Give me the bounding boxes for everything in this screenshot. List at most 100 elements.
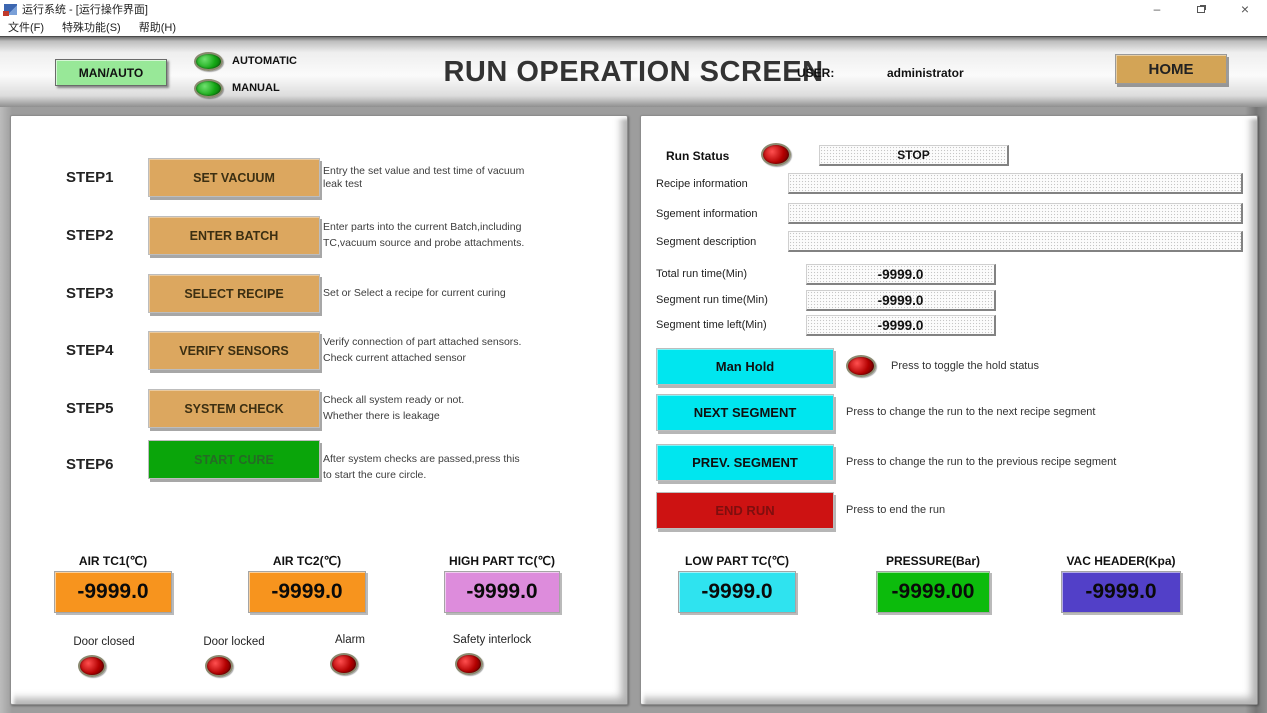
segment-description-field	[788, 231, 1243, 252]
step5-description: Check all system ready or not. Whether t…	[323, 394, 465, 422]
restore-button[interactable]	[1179, 0, 1223, 18]
vac-header-value: -9999.0	[1061, 571, 1181, 613]
end-run-description: Press to end the run	[846, 504, 946, 516]
segment-run-time-label: Segment run time(Min)	[656, 294, 768, 306]
high-part-tc-display: HIGH PART TC(℃) -9999.0	[444, 554, 560, 613]
verify-sensors-button[interactable]: VERIFY SENSORS	[148, 331, 320, 370]
step3-description: Set or Select a recipe for current curin…	[323, 287, 506, 300]
segment-time-left-value: -9999.0	[806, 315, 996, 336]
content-area: STEP1 SET VACUUM Entry the set value and…	[0, 107, 1267, 713]
minimize-button[interactable]: –	[1153, 2, 1161, 16]
recipe-information-label: Recipe information	[656, 178, 748, 190]
step-row-2: STEP2 ENTER BATCH Enter parts into the c…	[11, 216, 629, 255]
man-hold-row: Man Hold Press to toggle the hold status	[641, 348, 1259, 385]
run-status-label: Run Status	[666, 149, 730, 163]
segment-information-label: Sgement information	[656, 208, 758, 220]
automatic-label: AUTOMATIC	[232, 55, 297, 67]
step3-label: STEP3	[66, 285, 114, 302]
next-segment-row: NEXT SEGMENT Press to change the run to …	[641, 394, 1259, 431]
enter-batch-button[interactable]: ENTER BATCH	[148, 216, 320, 255]
recipe-information-field	[788, 173, 1243, 194]
alarm-led	[330, 653, 358, 675]
user-label: USER:	[797, 66, 835, 80]
air-tc2-value: -9999.0	[248, 571, 366, 613]
high-part-tc-label: HIGH PART TC(℃)	[449, 554, 555, 568]
step5-label: STEP5	[66, 400, 114, 417]
air-tc2-label: AIR TC2(℃)	[272, 554, 342, 568]
alarm-indicator: Alarm	[290, 634, 410, 680]
next-segment-description: Press to change the run to the next reci…	[846, 406, 1096, 418]
low-part-tc-value: -9999.0	[678, 571, 796, 613]
end-run-row: END RUN Press to end the run	[641, 492, 1259, 529]
run-panel: Run Status STOP Recipe information Sgeme…	[640, 115, 1258, 705]
menu-bar: 文件(F) 特殊功能(S) 帮助(H)	[0, 18, 1267, 36]
step-row-4: STEP4 VERIFY SENSORS Verify connection o…	[11, 331, 629, 370]
step2-description: Enter parts into the current Batch,inclu…	[323, 221, 525, 249]
page-title: RUN OPERATION SCREEN	[443, 56, 824, 88]
vac-header-label: VAC HEADER(Kpa)	[1066, 554, 1176, 568]
high-part-tc-value: -9999.0	[444, 571, 560, 613]
pressure-display: PRESSURE(Bar) -9999.00	[876, 554, 990, 613]
system-check-button[interactable]: SYSTEM CHECK	[148, 389, 320, 428]
step-row-5: STEP5 SYSTEM CHECK Check all system read…	[11, 389, 629, 428]
air-tc1-label: AIR TC1(℃)	[78, 554, 148, 568]
prev-segment-button[interactable]: PREV. SEGMENT	[656, 444, 834, 481]
alarm-label: Alarm	[334, 634, 366, 646]
segment-information-field	[788, 203, 1243, 224]
man-auto-button[interactable]: MAN/AUTO	[55, 59, 167, 86]
step1-description: Entry the set value and test time of vac…	[323, 164, 525, 190]
segment-run-time-value: -9999.0	[806, 290, 996, 311]
set-vacuum-button[interactable]: SET VACUUM	[148, 158, 320, 197]
manual-led	[194, 79, 223, 98]
low-part-tc-display: LOW PART TC(℃) -9999.0	[678, 554, 796, 613]
step4-description: Verify connection of part attached senso…	[323, 336, 522, 364]
total-run-time-value: -9999.0	[806, 264, 996, 285]
door-closed-indicator: Door closed	[44, 636, 164, 682]
manual-label: MANUAL	[232, 82, 280, 94]
door-locked-indicator: Door locked	[174, 636, 294, 682]
close-button[interactable]: ×	[1240, 1, 1250, 17]
next-segment-button[interactable]: NEXT SEGMENT	[656, 394, 834, 431]
home-button[interactable]: HOME	[1115, 54, 1227, 84]
prev-segment-description: Press to change the run to the previous …	[846, 456, 1117, 468]
man-hold-description: Press to toggle the hold status	[891, 360, 1039, 372]
safety-interlock-led	[455, 653, 483, 675]
safety-interlock-indicator: Safety interlock	[432, 634, 552, 680]
air-tc1-display: AIR TC1(℃) -9999.0	[54, 554, 172, 613]
select-recipe-button[interactable]: SELECT RECIPE	[148, 274, 320, 313]
title-bar: 运行系统 - [运行操作界面] – ×	[0, 0, 1267, 18]
step6-label: STEP6	[66, 456, 114, 473]
total-run-time-label: Total run time(Min)	[656, 268, 748, 280]
pressure-label: PRESSURE(Bar)	[885, 554, 981, 568]
door-locked-led	[205, 655, 233, 677]
app-icon	[3, 3, 17, 16]
steps-panel: STEP1 SET VACUUM Entry the set value and…	[10, 115, 628, 705]
step6-description: After system checks are passed,press thi…	[323, 453, 520, 481]
step4-label: STEP4	[66, 342, 114, 359]
safety-interlock-label: Safety interlock	[452, 634, 532, 646]
door-locked-label: Door locked	[203, 636, 265, 648]
pressure-value: -9999.00	[876, 571, 990, 613]
restore-icon	[1197, 5, 1205, 13]
step-row-3: STEP3 SELECT RECIPE Set or Select a reci…	[11, 274, 629, 313]
window-title: 运行系统 - [运行操作界面]	[22, 4, 148, 16]
menu-special-functions[interactable]: 特殊功能(S)	[62, 22, 121, 34]
segment-description-label: Segment description	[656, 236, 757, 248]
segment-time-left-label: Segment time left(Min)	[656, 319, 767, 331]
prev-segment-row: PREV. SEGMENT Press to change the run to…	[641, 444, 1259, 481]
step-row-6: STEP6 START CURE After system checks are…	[11, 440, 629, 481]
run-status-led	[761, 143, 791, 166]
header-band: MAN/AUTO AUTOMATIC MANUAL RUN OPERATION …	[0, 36, 1267, 107]
window-controls: – ×	[1135, 0, 1267, 18]
hold-status-led	[846, 355, 876, 377]
menu-help[interactable]: 帮助(H)	[138, 22, 176, 34]
air-tc2-display: AIR TC2(℃) -9999.0	[248, 554, 366, 613]
man-hold-button[interactable]: Man Hold	[656, 348, 834, 385]
menu-file[interactable]: 文件(F)	[8, 22, 45, 34]
start-cure-button[interactable]: START CURE	[148, 440, 320, 479]
door-closed-label: Door closed	[73, 636, 135, 648]
end-run-button[interactable]: END RUN	[656, 492, 834, 529]
step2-label: STEP2	[66, 227, 114, 244]
vac-header-display: VAC HEADER(Kpa) -9999.0	[1061, 554, 1181, 613]
step-row-1: STEP1 SET VACUUM Entry the set value and…	[11, 158, 629, 197]
